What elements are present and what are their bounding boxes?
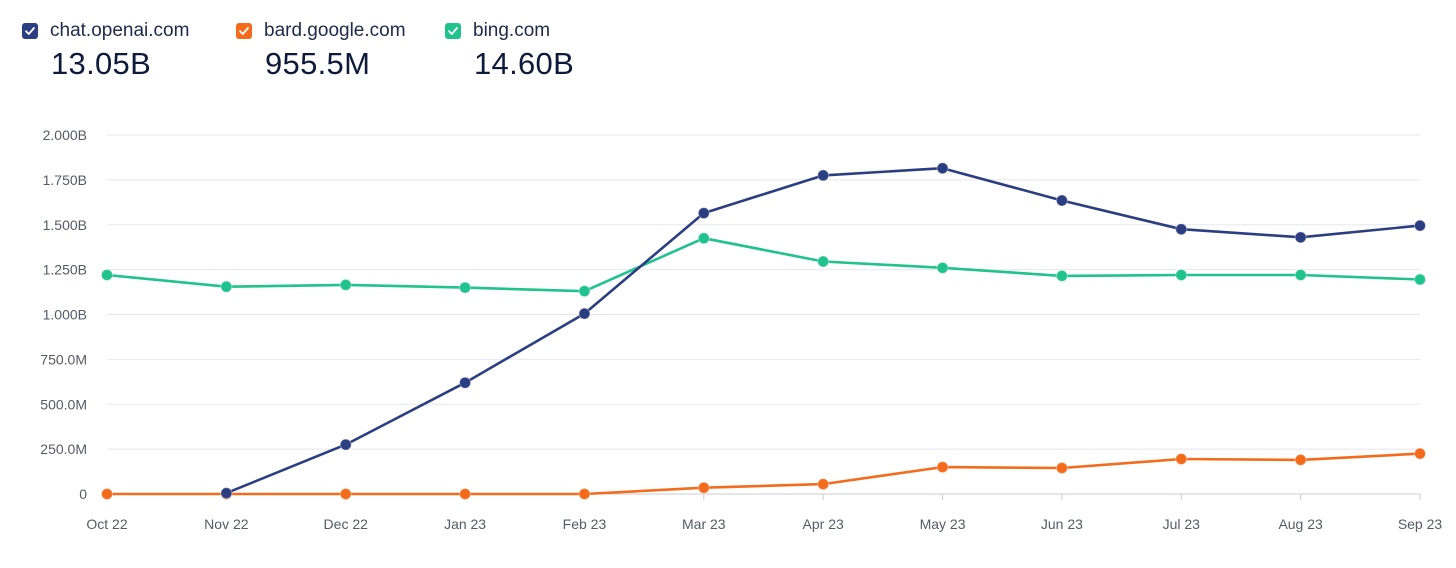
data-point	[697, 481, 710, 494]
data-point	[459, 488, 472, 500]
data-point	[1294, 269, 1307, 282]
data-point	[578, 307, 591, 320]
legend-label: bing.com	[473, 20, 551, 41]
x-tick-label: Jul 23	[1163, 516, 1201, 532]
y-tick-label: 1.250B	[43, 262, 87, 278]
data-point	[101, 488, 113, 500]
x-tick-label: Dec 22	[324, 516, 369, 532]
data-point	[1294, 453, 1307, 466]
legend-item-chat-openai[interactable]: chat.openai.com 13.05B	[22, 20, 202, 82]
data-point	[220, 487, 233, 500]
y-tick-label: 1.000B	[43, 307, 87, 323]
data-point	[1055, 269, 1068, 282]
y-tick-label: 250.0M	[40, 441, 87, 457]
legend-item-bing[interactable]: bing.com 14.60B	[445, 20, 574, 82]
data-point	[1414, 219, 1426, 232]
data-point	[1414, 273, 1426, 286]
series-line-bard-google-com	[107, 452, 1421, 496]
checkbox-checked-icon[interactable]	[236, 23, 252, 39]
data-point	[459, 281, 472, 294]
x-tick-label: Nov 22	[204, 516, 249, 532]
legend-toggle-chat-openai[interactable]: chat.openai.com	[22, 20, 202, 42]
y-tick-label: 1.750B	[43, 172, 87, 188]
data-point	[339, 278, 352, 291]
data-point	[817, 478, 830, 491]
legend-item-bard-google[interactable]: bard.google.com 955.5M	[236, 20, 411, 82]
data-point	[817, 169, 830, 182]
data-point	[1414, 447, 1426, 460]
data-point	[936, 261, 949, 274]
legend-toggle-bard-google[interactable]: bard.google.com	[236, 20, 411, 42]
data-point	[339, 438, 352, 451]
data-point	[936, 162, 949, 175]
x-tick-label: Apr 23	[803, 516, 844, 532]
legend-total-value: 14.60B	[474, 46, 575, 81]
y-tick-label: 750.0M	[40, 351, 87, 367]
series-line-bing-com	[106, 236, 1421, 293]
legend-toggle-bing[interactable]: bing.com	[445, 20, 574, 42]
x-tick-label: May 23	[920, 516, 966, 532]
x-tick-label: Mar 23	[682, 516, 726, 532]
y-tick-label: 0	[79, 486, 87, 502]
y-tick-label: 1.500B	[43, 217, 87, 233]
checkbox-checked-icon[interactable]	[22, 23, 38, 39]
x-tick-label: Oct 22	[86, 516, 127, 532]
data-point	[459, 376, 472, 389]
data-point	[339, 488, 352, 500]
x-tick-label: Sep 23	[1398, 516, 1443, 532]
data-point	[697, 232, 710, 245]
legend-label: chat.openai.com	[50, 20, 190, 41]
legend-total-value: 13.05B	[51, 46, 152, 81]
data-point	[1055, 461, 1068, 474]
legend-label: bard.google.com	[264, 20, 406, 41]
data-point	[1055, 194, 1068, 207]
data-point	[817, 255, 830, 268]
x-tick-label: Aug 23	[1278, 516, 1323, 532]
data-point	[578, 488, 591, 500]
data-point	[1175, 452, 1188, 465]
data-point	[936, 461, 949, 474]
x-tick-label: Jan 23	[444, 516, 486, 532]
data-point	[220, 280, 233, 293]
x-tick-label: Jun 23	[1041, 516, 1083, 532]
x-tick-label: Feb 23	[563, 516, 607, 532]
data-point	[101, 269, 113, 282]
checkbox-checked-icon[interactable]	[445, 23, 461, 39]
data-point	[1294, 231, 1307, 244]
y-tick-label: 2.000B	[43, 127, 87, 143]
series-line-chat-openai-com	[225, 166, 1421, 495]
data-point	[1175, 223, 1188, 236]
data-point	[697, 207, 710, 220]
legend-total-value: 955.5M	[265, 46, 371, 81]
data-point	[578, 285, 591, 298]
y-tick-label: 500.0M	[40, 396, 87, 412]
data-point	[1175, 269, 1188, 282]
legend: chat.openai.com 13.05B bard.google.com 9…	[22, 20, 608, 82]
